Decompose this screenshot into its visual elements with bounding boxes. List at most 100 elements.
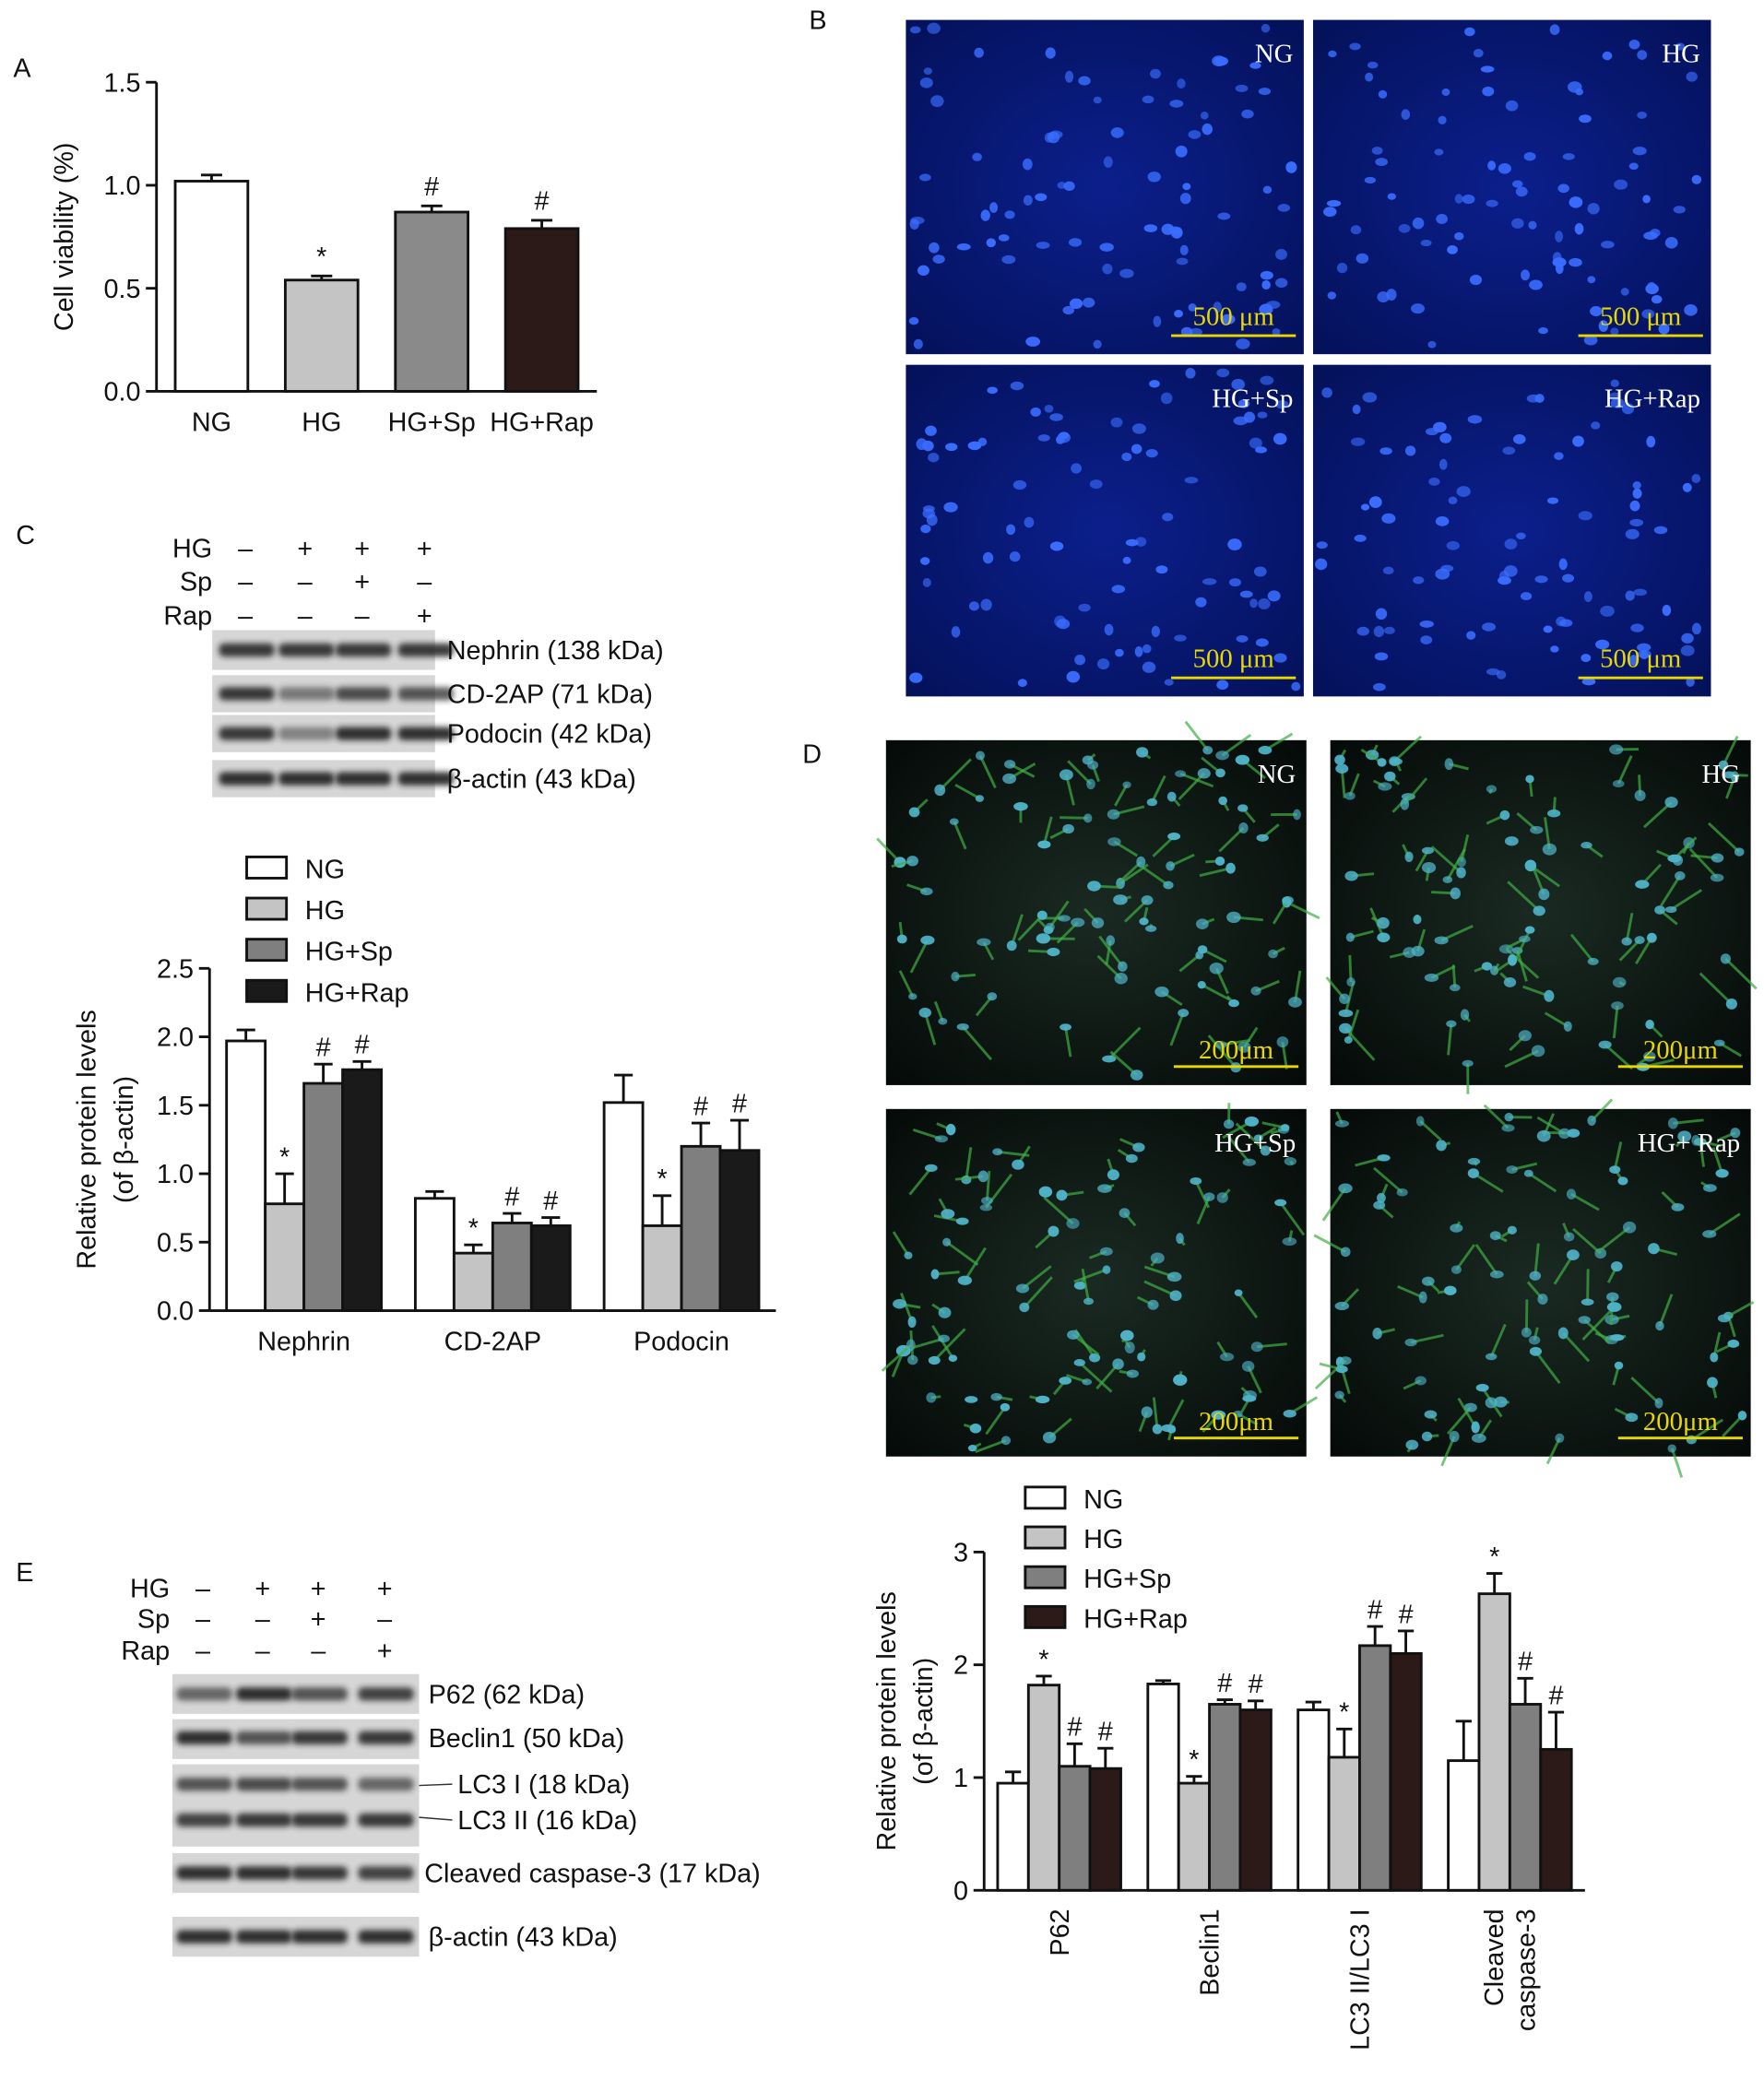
- cell-nucleus: [1421, 862, 1437, 874]
- cell-nucleus: [1460, 1009, 1470, 1021]
- cell-nucleus: [1338, 1183, 1353, 1194]
- cell-process: [1221, 733, 1252, 757]
- cell-nucleus: [1188, 130, 1202, 139]
- cell-process: [1279, 1201, 1306, 1236]
- condition-sign: +: [354, 567, 370, 597]
- blot-band: [219, 643, 275, 657]
- cell-process: [975, 1438, 1007, 1454]
- x-tick-label: CD-2AP: [444, 1328, 541, 1357]
- cell-nucleus: [1219, 1353, 1235, 1362]
- cell-nucleus: [1610, 1261, 1623, 1272]
- blot-band: [236, 1777, 292, 1791]
- condition-sign: –: [255, 1637, 270, 1666]
- cell-nucleus: [1176, 257, 1189, 266]
- cell-nucleus: [1093, 96, 1102, 104]
- cell-nucleus: [1713, 1039, 1725, 1046]
- cell-nucleus: [1258, 88, 1272, 96]
- panel-label: B: [809, 6, 826, 36]
- cell-process: [1616, 755, 1633, 785]
- cell-nucleus: [1277, 204, 1291, 212]
- cell-nucleus: [1625, 528, 1640, 539]
- condition-label: HG: [130, 1574, 170, 1603]
- cell-nucleus: [1481, 962, 1493, 971]
- cell-process: [986, 1170, 991, 1201]
- cell-nucleus: [1518, 1030, 1532, 1042]
- cell-nucleus: [989, 202, 999, 213]
- cell-nucleus: [1467, 1157, 1481, 1165]
- cell-process: [953, 821, 967, 850]
- cell-nucleus: [1524, 859, 1537, 872]
- cell-nucleus: [1112, 1358, 1124, 1370]
- cell-nucleus: [1542, 843, 1557, 856]
- cell-nucleus: [1617, 1176, 1628, 1186]
- cell-nucleus: [1675, 42, 1686, 51]
- y-axis-label: Relative protein levels: [73, 1010, 102, 1269]
- cell-nucleus: [938, 1018, 948, 1025]
- micrograph-label: HG+Sp: [1212, 384, 1293, 414]
- cell-nucleus: [1130, 1070, 1143, 1081]
- y-axis-label: (of β-actin): [110, 1076, 139, 1203]
- cell-nucleus: [906, 1339, 916, 1352]
- cell-nucleus: [1231, 378, 1246, 391]
- blot-band: [397, 687, 454, 701]
- cell-nucleus: [1119, 268, 1134, 278]
- cell-nucleus: [977, 1170, 989, 1183]
- cell-nucleus: [1118, 961, 1128, 972]
- cell-nucleus: [1537, 1294, 1548, 1306]
- significance-marker: *: [1189, 1745, 1199, 1775]
- cell-nucleus: [1454, 231, 1464, 241]
- micrograph: HG+Sp 500 μm: [906, 364, 1304, 697]
- cell-nucleus: [1062, 305, 1075, 315]
- y-tick-label: 2.5: [157, 954, 194, 984]
- cell-nucleus: [1555, 263, 1564, 275]
- cell-nucleus: [1203, 1192, 1215, 1201]
- legend-swatch: [1024, 1604, 1067, 1629]
- cell-nucleus: [1197, 768, 1211, 779]
- cell-nucleus: [1073, 1282, 1086, 1290]
- cell-nucleus: [1202, 123, 1213, 136]
- cell-process: [1635, 937, 1653, 964]
- cell-process: [1604, 1043, 1633, 1070]
- cell-nucleus: [1534, 575, 1548, 584]
- cell-nucleus: [1106, 935, 1116, 946]
- cell-nucleus: [1280, 1124, 1290, 1131]
- cell-nucleus: [1515, 186, 1528, 197]
- cell-nucleus: [1237, 399, 1250, 408]
- cell-nucleus: [1485, 1397, 1498, 1409]
- cell-nucleus: [1078, 603, 1091, 612]
- cell-nucleus: [1466, 631, 1476, 640]
- condition-sign: –: [238, 602, 253, 632]
- y-tick-label: 2.0: [157, 1023, 194, 1053]
- condition-label: Sp: [137, 1604, 170, 1634]
- cell-nucleus: [977, 437, 988, 446]
- cell-nucleus: [1480, 65, 1495, 73]
- cell-nucleus: [1405, 1439, 1419, 1450]
- cell-process: [1109, 1050, 1138, 1077]
- cell-nucleus: [1213, 301, 1222, 313]
- cell-nucleus: [1450, 1265, 1462, 1274]
- cell-nucleus: [1434, 148, 1444, 156]
- cell-nucleus: [1378, 89, 1388, 99]
- cell-nucleus: [1249, 437, 1262, 449]
- cell-nucleus: [1166, 791, 1177, 802]
- blot-band: [358, 1930, 414, 1944]
- cell-nucleus: [1606, 1302, 1622, 1312]
- cell-nucleus: [1006, 524, 1016, 536]
- blot-band: [358, 1731, 414, 1744]
- cell-nucleus: [977, 938, 991, 947]
- cell-nucleus: [1558, 558, 1568, 571]
- cell-nucleus: [1558, 1128, 1570, 1140]
- bar: [1026, 1684, 1061, 1892]
- cell-nucleus: [1131, 423, 1146, 434]
- cell-nucleus: [1566, 1188, 1577, 1200]
- cell-nucleus: [1049, 541, 1064, 551]
- x-tick-label: Nephrin: [257, 1328, 350, 1357]
- cell-nucleus: [1489, 1270, 1504, 1279]
- cell-nucleus: [910, 216, 925, 225]
- cell-process: [1534, 1350, 1561, 1385]
- cell-nucleus: [1579, 114, 1592, 124]
- cell-nucleus: [1569, 196, 1583, 208]
- cell-nucleus: [982, 551, 994, 564]
- cell-nucleus: [1512, 433, 1526, 444]
- cell-nucleus: [1197, 980, 1206, 989]
